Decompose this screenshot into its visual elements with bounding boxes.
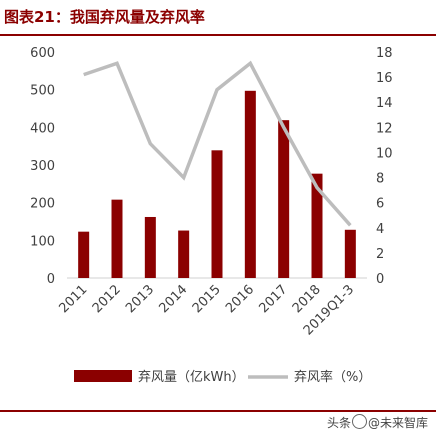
y-right-tick-label: 16 — [376, 71, 393, 86]
bar — [278, 120, 290, 278]
y-right-tick-label: 2 — [376, 247, 384, 262]
y-left-tick-label: 500 — [30, 84, 55, 99]
bar — [144, 216, 156, 278]
y-right-tick-label: 0 — [376, 272, 384, 287]
watermark: 头条 @未来智库 — [327, 414, 428, 431]
bar — [344, 229, 356, 278]
x-tick-label: 2016 — [223, 282, 257, 316]
watermark-prefix: 头条 — [326, 416, 351, 430]
x-tick-label: 2017 — [256, 282, 290, 316]
x-tick-label: 2013 — [123, 282, 157, 316]
figure-header: 图表21：我国弃风量及弃风率 — [0, 0, 436, 36]
footer-rule — [0, 410, 436, 412]
y-left-tick-label: 100 — [30, 234, 55, 249]
figure-title: 图表21：我国弃风量及弃风率 — [4, 8, 205, 26]
bar — [244, 90, 256, 279]
y-left-tick-label: 200 — [30, 197, 55, 212]
y-right-tick-label: 18 — [376, 46, 393, 61]
x-tick-label: 2011 — [56, 282, 90, 316]
bar — [78, 231, 90, 278]
x-tick-label: 2012 — [90, 282, 124, 316]
y-left-tick-label: 400 — [30, 121, 55, 136]
y-left-tick-label: 300 — [30, 159, 55, 174]
y-left-tick-label: 600 — [30, 46, 55, 61]
y-right-tick-label: 12 — [376, 121, 393, 136]
watermark-text: @未来智库 — [367, 416, 428, 430]
legend-line-label: 弃风率（%） — [294, 369, 371, 385]
y-left-tick-label: 0 — [47, 272, 55, 287]
bar — [311, 173, 323, 278]
bar — [111, 199, 123, 278]
legend-bar-swatch — [74, 370, 132, 382]
watermark-logo-icon — [351, 414, 367, 429]
y-right-tick-label: 8 — [376, 172, 384, 187]
x-tick-label: 2014 — [156, 282, 190, 316]
y-right-tick-label: 10 — [376, 146, 393, 161]
y-right-tick-label: 4 — [376, 222, 384, 237]
legend-bar-label: 弃风量（亿kWh） — [138, 370, 245, 385]
bar — [211, 150, 223, 278]
bar — [178, 230, 190, 278]
x-tick-label: 2015 — [190, 282, 224, 316]
y-right-tick-label: 6 — [376, 197, 384, 212]
y-right-tick-label: 14 — [376, 96, 393, 111]
